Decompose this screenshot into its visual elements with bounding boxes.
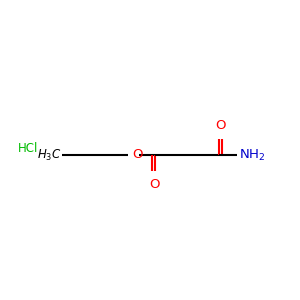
- Text: $H_3C$: $H_3C$: [38, 147, 62, 163]
- Text: NH$_2$: NH$_2$: [239, 147, 266, 163]
- Text: O: O: [149, 178, 159, 191]
- Text: O: O: [132, 148, 142, 161]
- Text: O: O: [215, 119, 225, 132]
- Text: HCl: HCl: [18, 142, 38, 154]
